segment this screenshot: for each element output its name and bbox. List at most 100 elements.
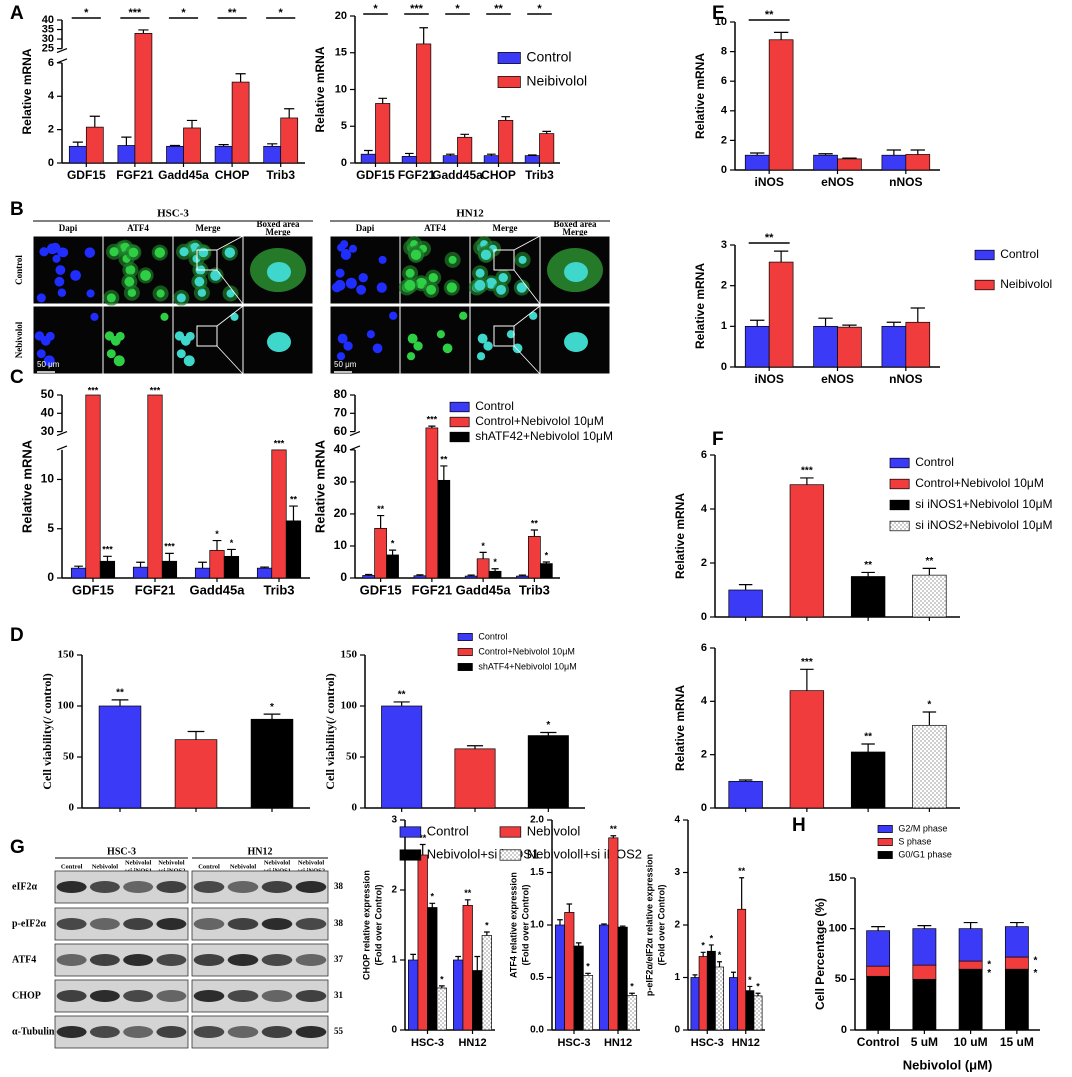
nucleus [506,330,515,339]
bar [912,574,947,618]
y-tick-label: 6 [701,449,707,461]
nucleus [194,276,205,287]
bar [375,103,391,164]
error-bar [861,571,875,577]
error-bar [528,154,537,156]
x-tick-label: Gadd45a [158,168,209,182]
significance: *** [801,466,813,477]
blot-band [295,918,327,930]
axis-break [56,48,68,54]
bar [174,739,218,809]
error-bar [479,551,487,559]
nucleus [480,249,492,261]
nucleus [176,349,186,359]
lane-label: Control [61,863,83,870]
y-tick-label: 80 [334,387,348,401]
legend-swatch [889,457,910,469]
nucleus [39,247,49,257]
legend-label: G2/M phase [898,823,947,833]
nucleus [70,270,81,281]
bar [132,566,149,579]
nucleus [498,272,508,283]
bar [837,158,862,171]
nucleus [496,284,507,295]
error-bar [103,555,112,562]
y-tick-label: 25 [42,43,54,55]
y-tick-label: 2.0 [530,815,544,826]
y-axis-label: CHOP relative expression [361,870,371,980]
zoom-line [216,345,244,375]
nucleus [45,331,55,341]
nucleus [334,279,346,291]
bar [789,484,825,618]
panel-letter: E [712,3,725,24]
zoom-box [196,249,218,271]
bar [408,959,419,1031]
bar [386,554,399,579]
protein-label: ATF4 [12,954,36,965]
error-bar [438,985,445,988]
legend-label: Nebivololl+si iNOS2 [527,846,642,861]
significance: ** [494,3,503,15]
error-bar [842,157,857,159]
row-label: Control [14,255,24,285]
y-tick-label: 2 [674,920,680,931]
error-bar [416,574,424,576]
panel-letter: B [10,199,24,220]
lane-label: Nebivolol [298,859,325,866]
y-tick-label: 0 [701,802,707,814]
column-label: Merge [266,227,291,237]
lane-label: Nebivolol [125,859,152,866]
y-tick-label: 50 [41,387,55,401]
blot-band [123,1026,154,1038]
bar [1004,956,1029,970]
error-bar [393,701,410,706]
column-label: Merge [563,227,588,237]
significance: * [701,941,705,951]
y-axis-label: (Fold over Control) [520,885,530,966]
x-tick-label: FGF21 [412,582,452,597]
bar [285,520,302,579]
legend-swatch [399,849,422,861]
nucleus [448,255,457,264]
error-bar [136,561,145,568]
bar [768,39,794,171]
error-bar [378,97,387,104]
zoom-box [196,325,218,347]
significance: * [586,962,590,972]
x-tick-label: Trib3 [525,168,554,182]
nucleus [564,332,588,352]
bar [881,154,907,171]
legend-swatch [499,849,522,861]
significance: * [718,950,722,960]
significance: *** [410,3,424,15]
group-title: HN12 [456,208,484,220]
significance: ** [290,494,298,504]
bar [250,718,294,809]
error-bar [755,992,761,996]
significance: *** [164,542,175,552]
error-bar [886,149,902,156]
error-bar [818,317,833,327]
significance: * [481,541,485,551]
x-tick-label: HSC-3 [411,1037,444,1049]
error-bar [446,153,455,156]
bar [85,394,101,579]
y-axis-label: Cell Percentage (%) [813,898,827,1010]
error-bar [557,919,563,925]
zoom-line [513,269,541,305]
error-bar [842,324,857,328]
nucleus [436,330,445,339]
bar [524,155,540,164]
nucleus [106,349,116,359]
y-tick-label: 0 [701,611,707,623]
blot-band [56,881,87,893]
nucleus [86,289,95,298]
legend-swatch [457,648,473,656]
nucleus [564,262,588,282]
y-tick-label: 50 [835,973,847,985]
error-bar [72,141,83,147]
blot-band [156,954,187,966]
significance: * [546,720,550,731]
